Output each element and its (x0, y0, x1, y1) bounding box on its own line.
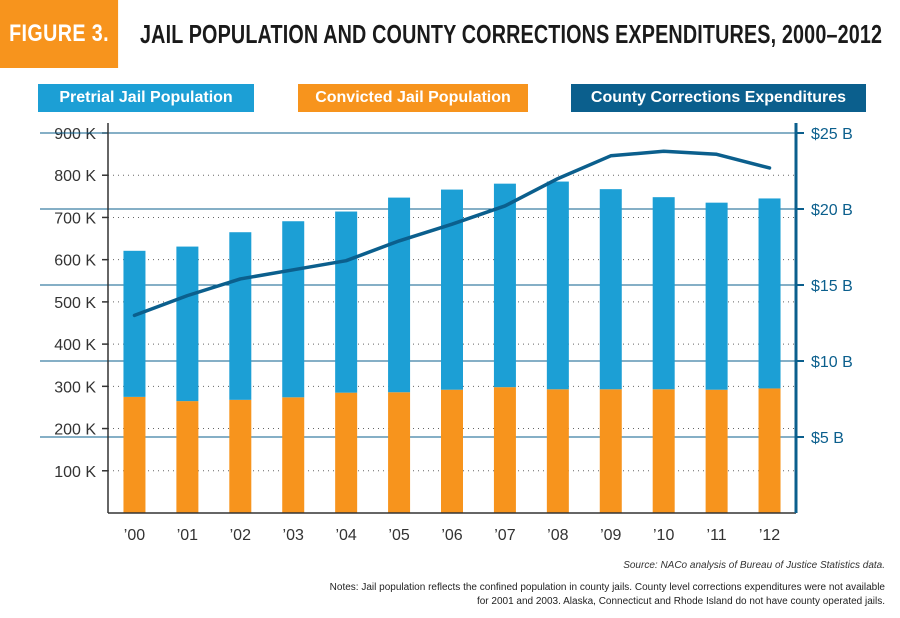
bar-convicted (599, 389, 622, 513)
bar-convicted (176, 401, 199, 513)
footnotes: Notes: Jail population reflects the conf… (245, 581, 885, 609)
x-tick-label: ’08 (547, 527, 568, 544)
bar-convicted (652, 389, 675, 513)
bar-pretrial (546, 181, 569, 390)
x-tick-label: ’01 (177, 527, 198, 544)
y-right-tick-label: $10 B (811, 354, 853, 371)
x-tick-label: ’02 (230, 527, 251, 544)
footnote-line-2: for 2001 and 2003. Alaska, Connecticut a… (476, 596, 885, 607)
chart-title: JAIL POPULATION AND COUNTY CORRECTIONS E… (140, 19, 883, 49)
footnote-line-1: Notes: Jail population reflects the conf… (329, 582, 885, 593)
x-tick-label: ’05 (388, 527, 409, 544)
y-left-tick-label: 100 K (54, 464, 96, 481)
bar-pretrial (599, 189, 622, 390)
bar-convicted (493, 387, 516, 513)
y-right-tick-label: $25 B (811, 126, 853, 143)
x-tick-label: ’04 (335, 527, 356, 544)
bar-pretrial (229, 232, 252, 400)
bar-pretrial (493, 183, 516, 388)
bar-convicted (229, 399, 252, 513)
x-tick-label: ’09 (600, 527, 621, 544)
bar-convicted (335, 392, 358, 513)
y-left-tick-label: 800 K (54, 168, 96, 185)
source-note: Source: NACo analysis of Bureau of Justi… (623, 560, 885, 571)
bar-convicted (705, 389, 728, 513)
y-right-tick-label: $5 B (811, 430, 844, 447)
bar-convicted (282, 397, 305, 513)
x-tick-label: ’10 (653, 527, 674, 544)
y-left-tick-label: 200 K (54, 422, 96, 439)
x-tick-label: ’11 (707, 527, 727, 544)
y-left-tick-label: 500 K (54, 295, 96, 312)
bar-convicted (388, 392, 411, 513)
bar-pretrial (388, 197, 411, 393)
legend-pretrial: Pretrial Jail Population (38, 84, 254, 112)
y-right-tick-label: $15 B (811, 278, 853, 295)
bar-pretrial (652, 197, 675, 390)
bar-pretrial (123, 250, 146, 397)
y-left-tick-label: 400 K (54, 337, 96, 354)
bar-convicted (546, 389, 569, 513)
bar-pretrial (705, 202, 728, 390)
legend-convicted: Convicted Jail Population (298, 84, 528, 112)
x-tick-label: ’12 (759, 527, 780, 544)
bar-convicted (441, 389, 463, 513)
bar-pretrial (758, 198, 781, 389)
y-left-tick-label: 600 K (54, 253, 96, 270)
expenditures-line (132, 149, 772, 318)
y-left-tick-label: 700 K (54, 210, 96, 227)
bar-convicted (758, 388, 781, 513)
bar-pretrial (282, 221, 305, 398)
x-tick-label: ’00 (124, 527, 145, 544)
x-tick-label: ’06 (441, 527, 462, 544)
x-tick-label: ’03 (283, 527, 304, 544)
x-tick-label: ’07 (494, 527, 515, 544)
y-left-tick-label: 900 K (54, 126, 96, 143)
bar-pretrial (441, 189, 463, 390)
bar-convicted (123, 396, 146, 513)
legend-expenditures: County Corrections Expenditures (571, 84, 866, 112)
bar-pretrial (335, 211, 358, 393)
figure-label: FIGURE 3. (0, 0, 119, 68)
y-left-tick-label: 300 K (54, 379, 96, 396)
y-right-tick-label: $20 B (811, 202, 853, 219)
bar-pretrial (176, 246, 199, 402)
